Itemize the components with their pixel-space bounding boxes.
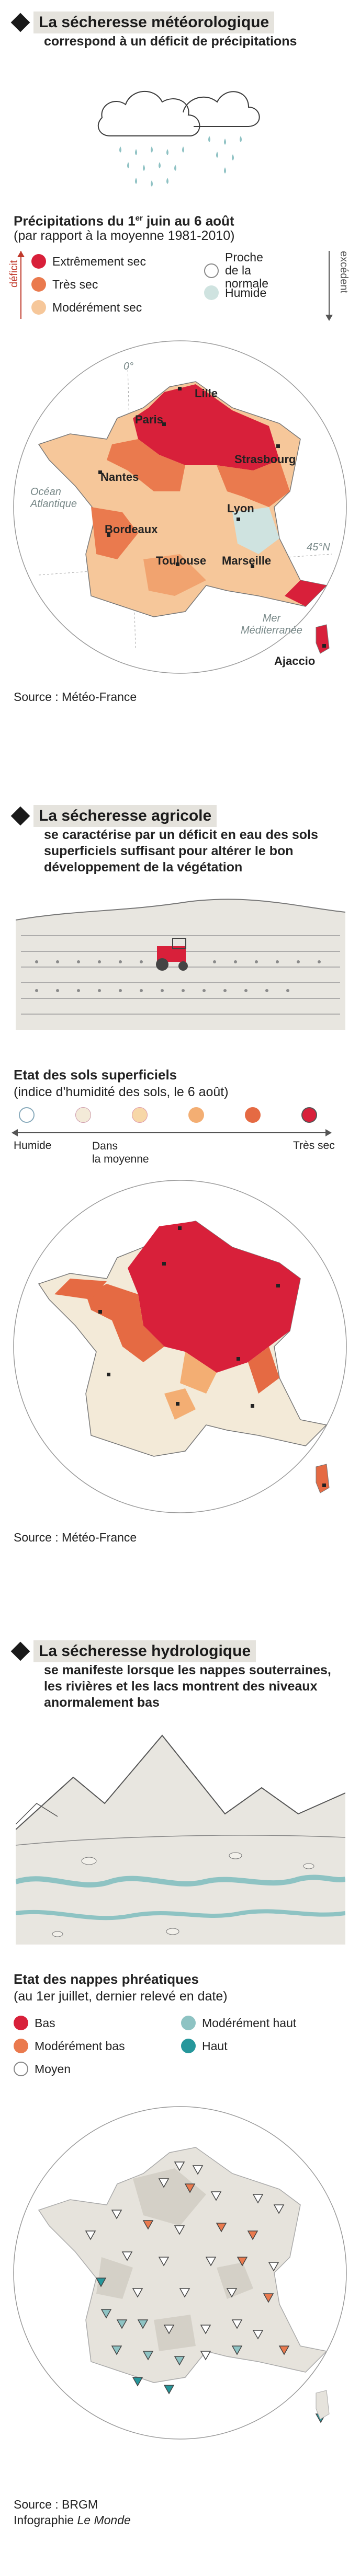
section3-heading: La sécheresse hydrologique [10, 1640, 256, 1662]
city-label-lyon: Lyon [227, 502, 254, 515]
mountains-groundwater-illustration [16, 1734, 345, 1945]
city-label-marseille: Marseille [222, 554, 272, 567]
city-label-strasbourg: Strasbourg [234, 453, 296, 466]
section2-subtitle: se caractérise par un déficit en eau des… [44, 827, 318, 875]
section2-heading: La sécheresse agricole [10, 805, 217, 827]
rain-cloud-illustration [97, 90, 260, 187]
legend-item-humide: Humide [204, 285, 266, 300]
section3-footer: Source : BRGM Infographie Le Monde [14, 2497, 131, 2528]
diamond-bullet-icon [10, 1641, 30, 1661]
section1-title: La sécheresse météorologique [33, 12, 275, 33]
scale-swatch [132, 1107, 148, 1123]
legend-swatch [14, 2039, 28, 2053]
deficit-label: déficit [8, 260, 20, 288]
field-tractor-illustration [16, 899, 345, 1030]
section1-legend-subtitle: (par rapport à la moyenne 1981-2010) [14, 228, 235, 243]
section3-source: Source : BRGM [14, 2498, 98, 2511]
legend-item-tres-sec: Très sec [31, 277, 98, 292]
soil-moisture-map [13, 1180, 347, 1513]
section3-subtitle: se manifeste lorsque les nappes souterra… [44, 1663, 331, 1710]
legend-swatch [14, 2016, 28, 2030]
deficit-axis: déficit [7, 251, 25, 329]
scale-label-moyenne: Dans la moyenne [92, 1140, 149, 1165]
legend-swatch [204, 285, 219, 300]
scale-swatch [19, 1107, 35, 1123]
parallel-label: 45°N [307, 542, 330, 553]
excedent-axis: excédent [325, 251, 350, 329]
section1-subtitle: correspond à un déficit de précipitation… [44, 34, 297, 49]
section2-title: La sécheresse agricole [33, 805, 217, 827]
sea-label: Mer Méditerranée [241, 613, 302, 636]
section1-legend-title: Précipitations du 1er juin au 6 août [14, 213, 234, 229]
section3-legend: Bas Modérément bas Moyen Modérément haut… [14, 2016, 338, 2089]
section3-title: La sécheresse hydrologique [33, 1640, 256, 1662]
section2-legend-title: Etat des sols superficiels [14, 1067, 177, 1083]
city-label-bordeaux: Bordeaux [105, 523, 158, 536]
meridian-label: 0° [123, 361, 134, 372]
scale-swatch [188, 1107, 204, 1123]
legend-item-haut: Haut [181, 2039, 228, 2053]
legend-swatch [31, 300, 46, 315]
scale-swatch [301, 1107, 317, 1123]
section1-source: Source : Météo-France [14, 690, 137, 704]
legend-item-moderement-sec: Modérément sec [31, 300, 142, 315]
section2-legend-subtitle: (indice d'humidité des sols, le 6 août) [14, 1085, 229, 1099]
section3-legend-title: Etat des nappes phréatiques [14, 1971, 199, 1987]
legend-swatch [31, 254, 46, 269]
scale-swatch [245, 1107, 261, 1123]
diamond-bullet-icon [10, 13, 30, 32]
diamond-bullet-icon [10, 806, 30, 826]
legend-swatch [204, 263, 219, 278]
scale-label-humide: Humide [14, 1140, 52, 1152]
legend-item-bas: Bas [14, 2016, 55, 2030]
excedent-label: excédent [338, 251, 350, 294]
city-label-toulouse: Toulouse [156, 554, 207, 567]
city-label-nantes: Nantes [100, 470, 139, 484]
legend-item-extremement-sec: Extrêmement sec [31, 254, 146, 269]
ocean-label: Océan Atlantique [30, 486, 77, 510]
legend-swatch [181, 2039, 196, 2053]
precipitation-map [13, 340, 347, 674]
legend-swatch [31, 277, 46, 292]
legend-item-moderement-haut: Modérément haut [181, 2016, 296, 2030]
legend-item-moyen: Moyen [14, 2062, 71, 2076]
section1-heading: La sécheresse météorologique [10, 12, 275, 33]
city-label-lille: Lille [195, 387, 218, 400]
arrow-right-icon [325, 1129, 332, 1136]
groundwater-map [13, 2106, 347, 2440]
arrow-left-icon [12, 1129, 18, 1136]
scale-label-tres-sec: Très sec [293, 1140, 335, 1152]
legend-swatch [14, 2062, 28, 2076]
tractor-icon [156, 938, 188, 971]
section3-legend-subtitle: (au 1er juillet, dernier relevé en date) [14, 1989, 228, 2004]
infographic-credit: Infographie Le Monde [14, 2513, 131, 2527]
scale-axis [14, 1132, 328, 1133]
city-label-paris: Paris [135, 413, 163, 426]
legend-item-moderement-bas: Modérément bas [14, 2039, 125, 2053]
soil-moisture-scale: Humide Dans la moyenne Très sec [12, 1107, 338, 1165]
arrow-up-icon [17, 251, 25, 257]
city-label-ajaccio: Ajaccio [274, 654, 316, 668]
section2-source: Source : Météo-France [14, 1531, 137, 1544]
scale-swatch [75, 1107, 91, 1123]
arrow-down-icon [325, 315, 333, 321]
legend-swatch [181, 2016, 196, 2030]
legend-item-proche-normale: Proche de la normale [204, 251, 268, 290]
